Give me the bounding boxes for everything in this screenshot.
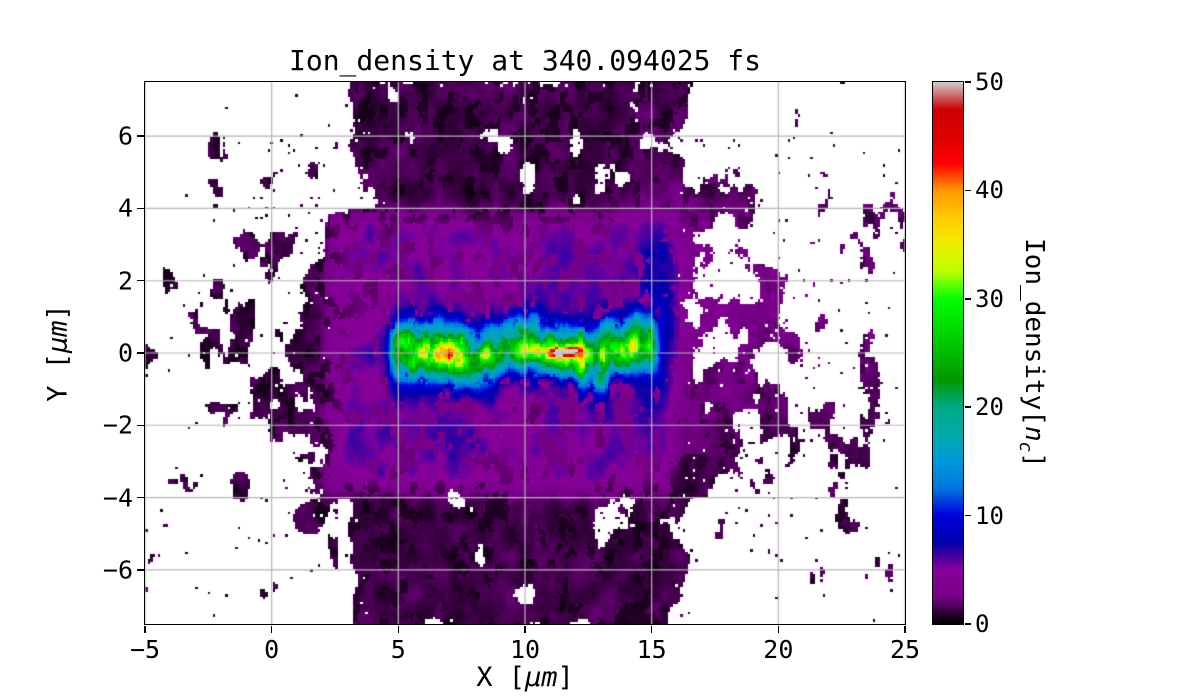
colorbar-tick-label: 40: [975, 176, 1004, 205]
y-tick: [136, 135, 144, 137]
x-tick: [144, 625, 146, 633]
colorbar-tick-label: 50: [975, 68, 1004, 96]
y-axis-label-post: ]: [42, 304, 74, 321]
x-tick: [650, 625, 653, 633]
x-tick-label: 5: [390, 635, 406, 664]
colorbar-label: Ion_density[nc]: [1015, 238, 1049, 468]
y-tick: [136, 352, 144, 354]
x-tick-label: −5: [129, 635, 161, 664]
colorbar-tick: [964, 623, 971, 625]
y-tick-label: 6: [117, 121, 133, 151]
colorbar-tick: [964, 298, 971, 300]
y-tick-label: −2: [102, 410, 133, 440]
colorbar-tick-label: 0: [975, 610, 990, 638]
x-tick-label: 20: [763, 635, 794, 664]
colorbar-tick-label: 30: [975, 284, 1004, 313]
x-tick: [904, 625, 906, 633]
colorbar-tick-label: 10: [975, 501, 1004, 530]
colorbar-gradient-canvas: [933, 82, 963, 624]
y-tick-label: 2: [117, 266, 133, 296]
y-tick: [136, 569, 144, 571]
colorbar-tick-label: 20: [975, 393, 1004, 422]
x-tick-label: 0: [264, 635, 280, 664]
x-tick: [524, 625, 526, 633]
y-tick: [136, 279, 144, 282]
heatmap-canvas: [145, 82, 905, 624]
colorbar-tick: [964, 514, 971, 517]
colorbar-label-sub: c: [1014, 441, 1035, 453]
y-tick-label: −4: [102, 483, 133, 513]
colorbar-tick: [964, 406, 971, 408]
y-tick-label: −6: [102, 555, 133, 585]
x-axis-label-unit: μm: [525, 662, 558, 693]
x-axis-label-pre: X [: [476, 662, 525, 693]
y-tick: [136, 496, 144, 499]
y-tick: [136, 424, 144, 427]
colorbar-tick: [964, 189, 971, 192]
y-tick-label: 4: [117, 193, 133, 223]
y-tick: [136, 207, 144, 210]
x-axis-label: X [μm]: [145, 662, 905, 693]
colorbar-label-pre: Ion_density[: [1019, 238, 1050, 426]
x-tick-label: 15: [636, 635, 667, 664]
colorbar: [932, 81, 964, 625]
x-axis-label-post: ]: [557, 662, 574, 693]
x-tick: [777, 625, 780, 633]
x-tick: [270, 625, 273, 633]
chart-title: Ion_density at 340.094025 fs: [288, 44, 761, 77]
plot-area: [144, 81, 906, 625]
x-tick: [397, 625, 400, 633]
x-tick-label: 10: [509, 635, 541, 664]
colorbar-label-var: n: [1019, 425, 1050, 442]
y-tick-label: 0: [117, 338, 133, 368]
colorbar-tick: [964, 81, 971, 83]
x-tick-label: 25: [889, 635, 921, 664]
colorbar-label-post: ]: [1019, 452, 1050, 468]
